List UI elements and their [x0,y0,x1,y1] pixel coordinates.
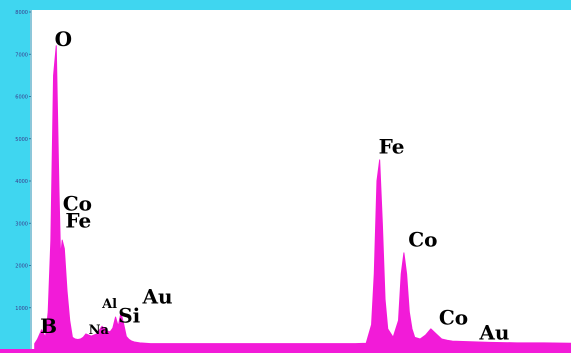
y-tick-label: 8000 [15,10,28,16]
peak-label-fe: Fe [65,209,91,233]
y-tick-label: 3000 [15,221,28,227]
y-tick-label: 1000 [15,306,28,312]
y-tick-label: 4000 [15,179,28,185]
frame-left-edge [0,0,30,353]
peak-label-co: Co [408,228,437,252]
peak-label-au: Au [478,320,509,344]
y-tick-label: 2000 [15,264,28,270]
spectrum-area [34,45,571,351]
peak-label-na: Na [89,323,110,338]
frame-bottom-edge [0,349,571,353]
peak-label-b: B [40,314,57,338]
peak-label-si: Si [118,304,140,328]
peak-label-o: O [55,27,72,51]
peak-label-fe: Fe [379,135,405,159]
y-tick-label: 7000 [15,52,28,58]
peak-label-al: Al [101,297,117,312]
y-axis-ticks: 1000 2000 3000 4000 5000 6000 7000 8000 [15,10,31,312]
y-tick-label: 6000 [15,95,28,101]
peak-label-co: Co [439,306,468,330]
frame-top-edge [0,0,571,10]
y-tick-label: 5000 [15,137,28,143]
peak-label-co: Co [63,192,92,216]
peak-label-au: Au [142,285,173,309]
